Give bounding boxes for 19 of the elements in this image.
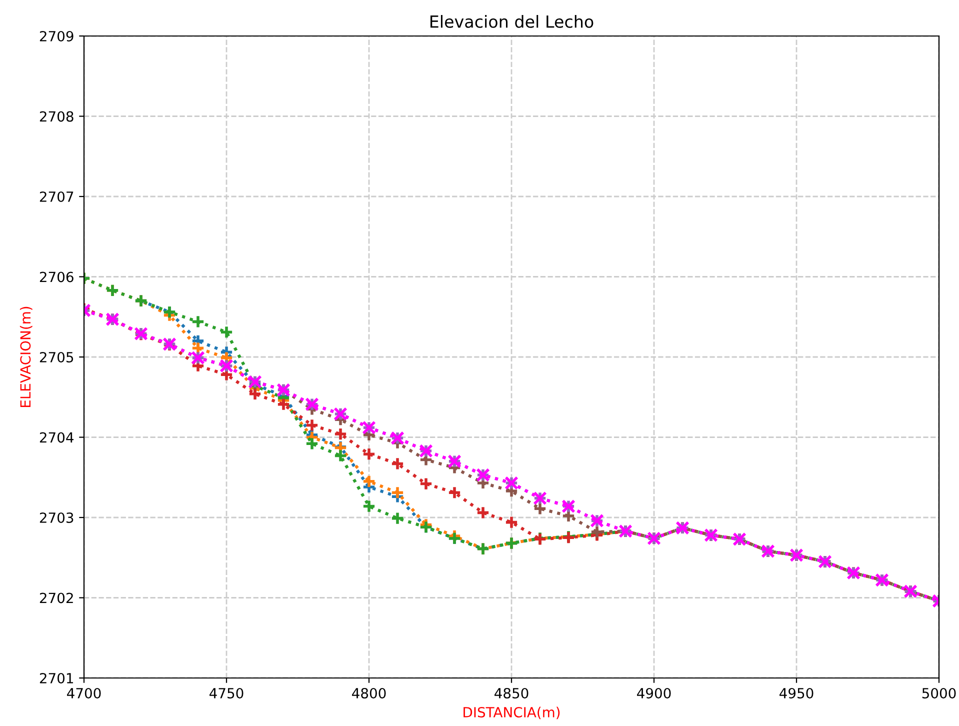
y-axis-title: ELEVACION(m) bbox=[20, 306, 32, 407]
y-tick-label: 2702 bbox=[40, 592, 73, 604]
y-tick-label: 2704 bbox=[40, 432, 74, 443]
y-tick-label: 2707 bbox=[40, 191, 74, 202]
y-tick-label: 2706 bbox=[40, 272, 74, 282]
x-tick-label: 4900 bbox=[637, 688, 671, 698]
y-tick-label: 2709 bbox=[40, 30, 74, 42]
x-axis-title: DISTANCIA(m) bbox=[464, 706, 560, 720]
x-tick-label: 4750 bbox=[210, 688, 244, 698]
y-tick-label: 2701 bbox=[40, 672, 73, 684]
x-tick-label: 4950 bbox=[780, 688, 814, 698]
x-tick-label: 4850 bbox=[494, 688, 528, 698]
y-tick-label: 2708 bbox=[40, 111, 74, 122]
y-tick-label: 2703 bbox=[40, 512, 74, 523]
chart-title: Elevacion del Lecho bbox=[430, 15, 594, 28]
x-tick-label: 5000 bbox=[922, 688, 956, 698]
x-tick-label: 4800 bbox=[352, 688, 386, 698]
x-tick-label: 4700 bbox=[67, 688, 101, 698]
y-tick-label: 2705 bbox=[40, 352, 74, 362]
